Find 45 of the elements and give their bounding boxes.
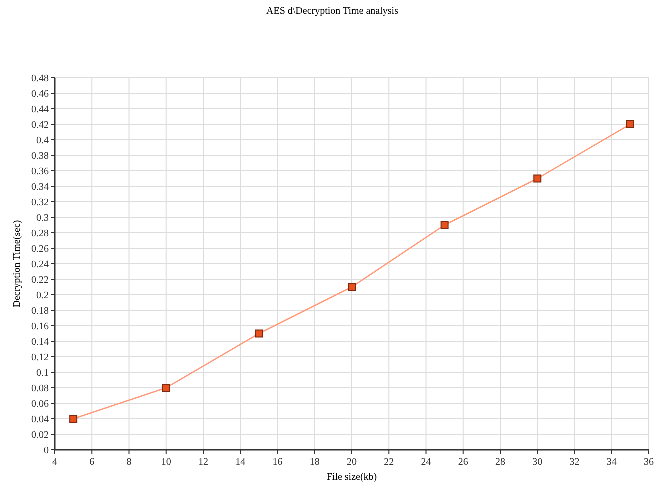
y-tick-label: 0.04: [32, 414, 49, 426]
y-tick-label: 0.28: [32, 228, 49, 240]
x-tick-label: 36: [644, 457, 654, 468]
y-tick-label: 0.06: [32, 399, 49, 410]
y-tick-label: 0.24: [32, 260, 49, 270]
x-tick-label: 32: [570, 457, 580, 468]
x-tick-label: 30: [532, 457, 543, 468]
y-tick-label: 0.22: [32, 275, 49, 286]
y-tick-label: 0.18: [32, 306, 49, 317]
x-tick-label: 28: [496, 457, 506, 468]
y-tick-label: 0.48: [32, 74, 49, 84]
x-tick-label: 14: [236, 457, 246, 468]
x-tick-label: 24: [421, 457, 432, 468]
y-tick-label: 0.26: [32, 244, 49, 255]
y-tick-label: 0.12: [32, 352, 49, 364]
x-tick-label: 26: [458, 457, 468, 468]
y-tick-label: 0.2: [36, 290, 49, 302]
y-tick-label: 0.38: [32, 151, 49, 162]
y-tick-label: 0.46: [32, 89, 49, 100]
y-tick-label: 0.36: [32, 166, 49, 178]
y-tick-label: 0.14: [32, 337, 49, 348]
x-tick-label: 16: [272, 457, 283, 468]
y-tick-label: 0.32: [32, 198, 49, 208]
y-tick-label: 0.16: [32, 322, 49, 332]
x-axis-title: File size(kb): [326, 472, 378, 483]
y-tick-label: 0.44: [32, 104, 49, 116]
x-tick-label: 20: [347, 457, 357, 468]
x-tick-label: 22: [384, 457, 394, 468]
x-tick-label: 34: [606, 457, 617, 468]
x-tick-label: 6: [90, 457, 95, 468]
chart-title: AES d\Decryption Time analysis: [266, 6, 399, 17]
y-tick-label: 0.42: [32, 120, 49, 131]
y-tick-label: 0.1: [36, 368, 49, 379]
y-tick-label: 0.34: [32, 182, 49, 193]
x-tick-label: 4: [52, 457, 58, 468]
x-tick-label: 12: [198, 457, 208, 468]
x-tick-label: 8: [126, 457, 132, 468]
x-tick-label: 10: [161, 457, 172, 468]
y-tick-label: 0.3: [36, 213, 49, 224]
y-tick-label: 0.4: [36, 136, 49, 146]
y-tick-label: 0: [44, 446, 49, 456]
y-tick-label: 0.02: [32, 430, 49, 441]
x-tick-label: 18: [310, 457, 320, 468]
y-tick-label: 0.08: [32, 384, 49, 394]
y-axis-title: Decryption Time(sec): [12, 220, 23, 308]
